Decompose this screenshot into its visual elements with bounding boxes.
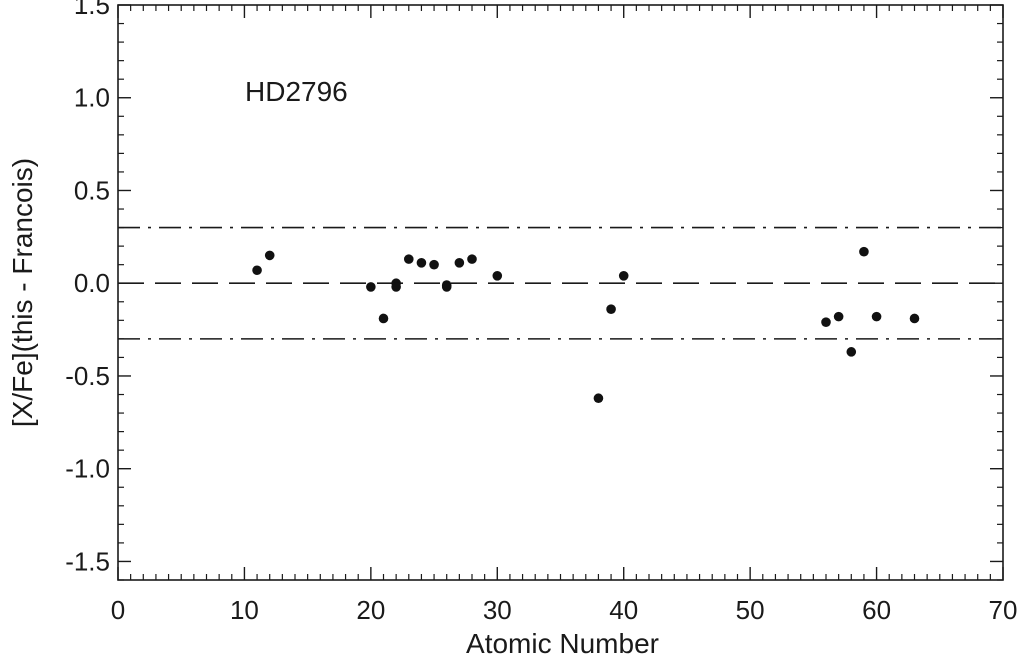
y-tick-label: 0.0 [74,268,110,298]
data-point [454,258,465,268]
y-axis-title: [X/Fe](this - Francois) [7,158,38,427]
plot-frame [117,4,1004,581]
minor-ticks [118,5,1003,581]
data-point [429,259,439,270]
x-tick-label: 60 [862,595,891,625]
x-tick-label: 40 [609,595,638,625]
y-tick-label: -1.0 [65,454,110,484]
x-tick-label: 30 [483,595,512,625]
data-point [909,313,920,324]
star-label: HD2796 [245,76,348,107]
x-tick-label: 20 [356,595,385,625]
data-point [366,282,376,292]
y-tick-label: 1.5 [74,0,110,20]
data-point [492,271,503,281]
data-point [593,393,604,404]
data-point [441,282,452,292]
data-point [403,254,414,264]
x-tick-label: 10 [230,595,259,625]
x-tick-labels: 0 10 20 30 40 50 60 70 [111,595,1018,625]
data-point [846,347,857,357]
x-axis-title: Atomic Number [466,628,659,659]
data-point [264,250,275,261]
data-point [378,313,389,324]
data-point [871,311,882,322]
data-points [252,246,920,404]
y-tick-labels: -1.5 -1.0 -0.5 0.0 0.5 1.0 1.5 [65,0,110,576]
data-point [252,265,262,276]
x-tick-label: 70 [989,595,1018,625]
data-point [833,311,844,322]
data-point [618,271,629,281]
data-point [391,282,401,292]
y-tick-label: -1.5 [65,546,110,576]
y-tick-label: -0.5 [65,361,110,391]
data-point [859,246,869,257]
y-tick-label: 1.0 [74,83,110,113]
data-point [606,304,616,314]
data-point [467,254,477,264]
reference-lines [118,226,1003,340]
x-tick-label: 0 [111,595,125,625]
x-tick-label: 50 [736,595,765,625]
y-tick-label: 0.5 [74,175,110,205]
data-point [821,317,831,327]
data-point [416,258,427,268]
